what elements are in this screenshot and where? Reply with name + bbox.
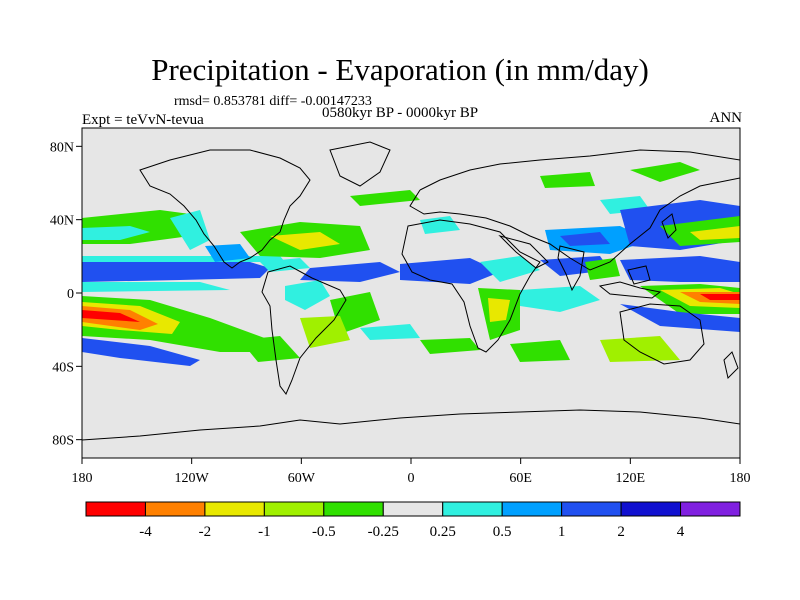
stats-text: rmsd= 0.853781 diff= -0.00147233 — [174, 94, 372, 109]
field-region — [480, 256, 540, 282]
lat-tick-label: 0 — [67, 287, 74, 302]
coastline-indonesia — [598, 281, 662, 299]
coastline-japan — [661, 213, 677, 239]
lon-tick-label: 120E — [616, 471, 646, 486]
coastline-india — [557, 245, 585, 292]
colorbar-swatch — [620, 501, 682, 517]
field-region — [510, 340, 570, 362]
field-contours — [82, 162, 740, 366]
field-region — [690, 226, 740, 240]
colorbar-swatch — [680, 501, 741, 517]
colorbar-swatch — [204, 501, 265, 517]
colorbar: -4 -2 -1 -0.5 -0.25 0.25 0.5 1 2 4 — [85, 501, 741, 540]
field-region — [82, 338, 200, 366]
field-region — [82, 226, 150, 240]
field-region — [700, 294, 740, 300]
colorbar-swatch — [85, 501, 146, 517]
colorbar-label: 0.5 — [493, 524, 512, 540]
lat-tick-label: 80S — [52, 434, 74, 449]
colorbar-swatch — [263, 501, 325, 517]
field-region — [350, 190, 420, 206]
colorbar-label: -0.25 — [368, 524, 399, 540]
colorbar-label: -4 — [139, 524, 152, 540]
lon-tick-label: 180 — [72, 471, 93, 486]
map-background — [82, 128, 740, 458]
coastlines — [82, 141, 740, 441]
lat-tick-label: 40S — [52, 360, 74, 375]
field-region — [285, 280, 330, 310]
coastline-new-zealand — [723, 351, 739, 379]
coastline-eurasia — [409, 149, 740, 271]
field-region — [360, 324, 420, 340]
field-region — [620, 304, 740, 332]
field-region — [420, 216, 460, 234]
field-region — [630, 162, 700, 182]
colorbar-swatch — [442, 501, 503, 517]
colorbar-label: -2 — [199, 524, 212, 540]
field-region — [488, 298, 510, 322]
coastline-north-america — [139, 149, 311, 269]
lon-tick-label: 60E — [509, 471, 532, 486]
season-label: ANN — [709, 110, 743, 126]
coastline-australia — [619, 303, 705, 365]
coastline-borneo — [627, 265, 651, 285]
coastline-south-america — [261, 265, 347, 395]
field-region — [520, 286, 600, 312]
coastline-africa — [401, 219, 541, 353]
lon-tick-label: 180 — [730, 471, 751, 486]
field-region — [170, 210, 210, 250]
colorbar-swatch — [323, 501, 384, 517]
experiment-label: Expt = teVvN-tevua — [82, 112, 204, 128]
field-region — [82, 310, 140, 322]
field-region — [82, 282, 230, 292]
colorbar-label: 4 — [677, 524, 685, 540]
field-region — [240, 336, 300, 362]
field-region — [420, 338, 480, 354]
field-region — [205, 244, 250, 262]
colorbar-label: -1 — [258, 524, 271, 540]
longitude-axis: 180 120W 60W 0 60E 120E 180 — [72, 458, 751, 486]
latitude-axis: 80N 40N 0 40S 80S — [50, 140, 82, 449]
colorbar-swatch — [382, 501, 444, 517]
field-region — [82, 256, 285, 262]
field-region — [600, 336, 680, 362]
lon-tick-label: 0 — [408, 471, 415, 486]
coastline-greenland — [329, 141, 391, 187]
lon-tick-label: 60W — [288, 471, 316, 486]
colorbar-swatch — [501, 501, 563, 517]
lon-tick-label: 120W — [175, 471, 210, 486]
lat-tick-label: 80N — [50, 140, 74, 155]
field-region — [82, 262, 270, 282]
field-region — [620, 256, 740, 282]
colorbar-label: 1 — [558, 524, 566, 540]
coastline-arabia — [498, 235, 549, 269]
colorbar-label: 2 — [617, 524, 625, 540]
coastline-antarctica — [82, 409, 740, 441]
colorbar-label: 0.25 — [430, 524, 456, 540]
period-label: 0580kyr BP - 0000kyr BP — [322, 105, 479, 121]
field-region — [270, 232, 340, 250]
colorbar-swatch — [561, 501, 622, 517]
plot-title: Precipitation - Evaporation (in mm/day) — [151, 52, 649, 87]
colorbar-swatch — [144, 501, 206, 517]
field-region — [585, 258, 620, 280]
field-region — [560, 232, 610, 246]
field-region — [540, 172, 595, 188]
lat-tick-label: 40N — [50, 214, 74, 229]
field-region — [300, 262, 400, 282]
field-region — [300, 316, 350, 348]
colorbar-label: -0.5 — [312, 524, 336, 540]
field-region — [260, 258, 310, 272]
